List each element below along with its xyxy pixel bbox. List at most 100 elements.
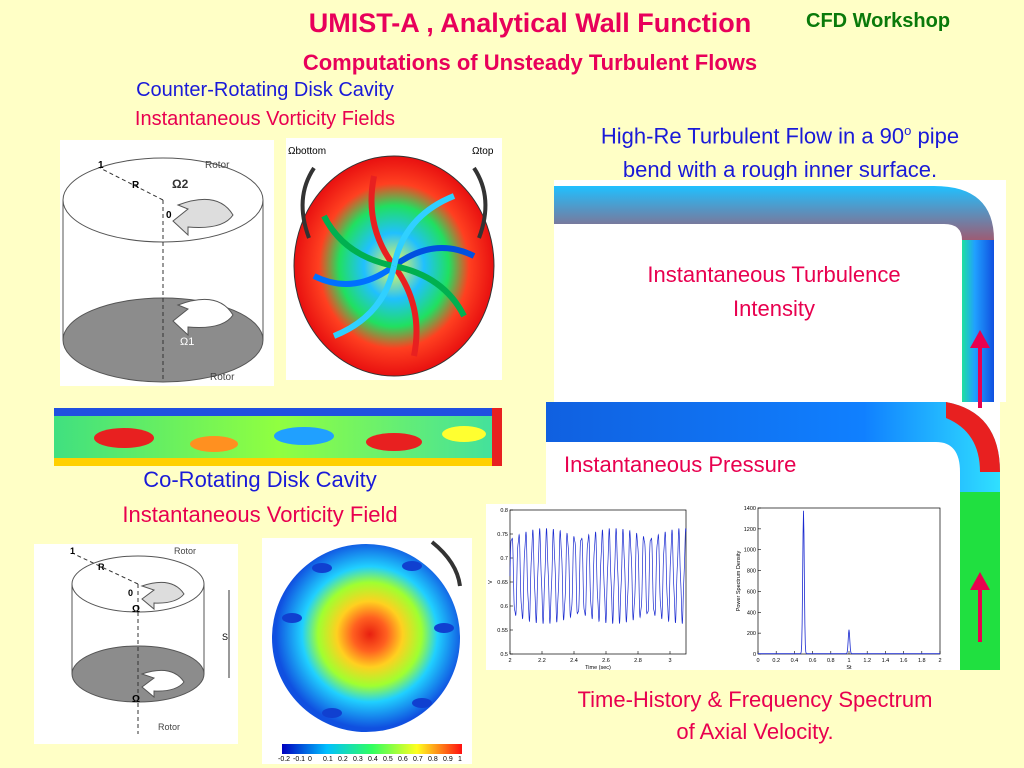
- y-tick-label: 0.8: [500, 508, 508, 514]
- y-tick-label: 400: [747, 610, 756, 616]
- degree-superscript: o: [904, 123, 912, 138]
- pipe-bend-heading: High-Re Turbulent Flow in a 90o pipe ben…: [540, 114, 1020, 187]
- time-history-caption: Time-History & Frequency Spectrum of Axi…: [500, 684, 1010, 748]
- y-tick-label: 0.5: [500, 652, 508, 658]
- pipe-bend-heading-text: High-Re Turbulent Flow in a 90: [600, 123, 905, 149]
- turbulence-intensity-image: Instantaneous Turbulence Intensity: [554, 180, 1006, 402]
- origin-label: 0: [166, 210, 172, 221]
- frequency-spectrum-svg: 0 0.2 0.4 0.6 0.8 1 1.2 1.4 1.6 1.8 2 0 200 400 600 800…: [736, 506, 942, 670]
- turbulence-intensity-line1: Instantaneous Turbulence: [647, 262, 901, 287]
- y-tick-label: 800: [747, 569, 756, 575]
- flow-arrow-icon: [970, 330, 990, 408]
- slide-subtitle: Computations of Unsteady Turbulent Flows: [302, 50, 758, 75]
- y-tick-label: 0.7: [500, 556, 508, 562]
- y-axis-label: Power Spectrum Density: [736, 550, 742, 611]
- x-tick-label: 3: [668, 658, 671, 664]
- x-axis-label: St: [846, 665, 852, 670]
- x-axis-label: Time (sec): [585, 665, 611, 670]
- colorbar-tick: 0.9: [443, 756, 453, 763]
- axial-velocity-series: [509, 528, 687, 624]
- co-rotating-schematic: Rotor Rotor 1 R 0 Ω Ω S: [34, 544, 238, 744]
- co-rotating-heading: Co-Rotating Disk Cavity: [143, 467, 377, 492]
- x-tick-label: 2.2: [538, 658, 546, 664]
- rotor-top-label-2: Rotor: [174, 546, 196, 556]
- workshop-label: CFD Workshop: [806, 10, 951, 32]
- x-tick-label: 1: [847, 658, 850, 664]
- omega-lower-label: Ω: [132, 694, 140, 705]
- counter-rotating-heading: Counter-Rotating Disk Cavity: [136, 79, 394, 101]
- colorbar-tick: 0.2: [338, 756, 348, 763]
- pipe-bend-heading-line2: bend with a rough inner surface.: [622, 157, 938, 183]
- x-tick-label: 2.6: [602, 658, 610, 664]
- radius-label-2: R: [98, 562, 105, 572]
- y-tick-label: 0.75: [497, 532, 508, 538]
- co-rotating-vorticity-image: -0.2 -0.1 0 0.1 0.2 0.3 0.4 0.5 0.6 0.7 0.8 0.9 1: [262, 538, 472, 764]
- y-axis-label: V: [488, 580, 494, 584]
- colorbar-tick: 0: [308, 756, 312, 763]
- co-rotating-strip-image: [54, 408, 502, 466]
- time-history-caption-line2: of Axial Velocity.: [676, 719, 834, 744]
- x-tick-label: 1.2: [863, 658, 871, 664]
- turbulence-intensity-label: Instantaneous Turbulence Intensity: [594, 258, 954, 326]
- y-tick-label: 0.65: [497, 580, 508, 586]
- x-tick-label: 0.6: [809, 658, 817, 664]
- y-tick-label: 0.55: [497, 628, 508, 634]
- colorbar-tick: 0.5: [383, 756, 393, 763]
- colorbar-tick: 0.7: [413, 756, 423, 763]
- y-tick-label: 1400: [744, 506, 756, 512]
- time-history-svg: 2 2.2 2.4 2.6 2.8 3 0.5 0.55 0.6 0.65 0.7 0.75 0.8 Ti…: [488, 508, 687, 670]
- y-tick-label: 200: [747, 631, 756, 637]
- cylinder-diagram: Rotor Rotor 1 R 0 Ω2 Ω1: [62, 157, 264, 383]
- colorbar-ticks: -0.2 -0.1 0 0.1 0.2 0.3 0.4 0.5 0.6 0.7 0.8 0.9 1: [278, 756, 468, 764]
- x-tick-label: 1.4: [882, 658, 890, 664]
- co-rotating-subheading: Instantaneous Vorticity Field: [122, 502, 398, 527]
- colorbar-tick: 0.3: [353, 756, 363, 763]
- rotor-bottom-label: Rotor: [210, 372, 235, 383]
- omega1-label: Ω1: [180, 336, 194, 348]
- colorbar-tick: 0.8: [428, 756, 438, 763]
- radius-one-label-2: 1: [70, 546, 75, 556]
- x-tick-label: 2.4: [570, 658, 578, 664]
- x-tick-label: 2: [938, 658, 941, 664]
- x-tick-label: 1.6: [900, 658, 908, 664]
- radius-one-label: 1: [98, 160, 104, 171]
- slide-title: UMIST-A , Analytical Wall Function: [308, 8, 752, 38]
- y-tick-label: 1200: [744, 527, 756, 533]
- omega2-label: Ω2: [172, 177, 189, 191]
- x-tick-label: 0.2: [772, 658, 780, 664]
- y-tick-label: 0: [753, 652, 756, 658]
- colorbar-tick: 0.6: [398, 756, 408, 763]
- time-history-caption-line1: Time-History & Frequency Spectrum: [577, 687, 933, 712]
- flow-arrow-icon-2: [970, 572, 990, 642]
- x-tick-label: 1.8: [918, 658, 926, 664]
- counter-rotating-vorticity-image: Ωbottom Ωtop: [286, 138, 502, 380]
- counter-rotating-schematic: Rotor Rotor 1 R 0 Ω2 Ω1: [60, 140, 274, 386]
- colorbar-tick: 1: [458, 756, 462, 763]
- pressure-label: Instantaneous Pressure: [564, 452, 797, 477]
- rotor-bottom-label-2: Rotor: [158, 722, 180, 732]
- x-tick-label: 2.8: [634, 658, 642, 664]
- colorbar-tick: 0.1: [323, 756, 333, 763]
- frequency-spectrum-chart: 0 0.2 0.4 0.6 0.8 1 1.2 1.4 1.6 1.8 2 0 200 400 600 800…: [730, 500, 946, 670]
- radius-label: R: [132, 180, 140, 191]
- colorbar-tick: 0.4: [368, 756, 378, 763]
- origin-label-2: 0: [128, 588, 133, 598]
- colorbar-tick: -0.1: [293, 756, 306, 763]
- y-tick-label: 0.6: [500, 604, 508, 610]
- gap-s-label: S: [222, 632, 228, 642]
- y-tick-label: 600: [747, 589, 756, 595]
- omega-label-2: Ω: [132, 604, 140, 615]
- omega-top-label: Ωtop: [472, 146, 494, 157]
- turbulence-intensity-line2: Intensity: [733, 296, 815, 321]
- colorbar-tick: -0.2: [278, 756, 291, 763]
- power-spectrum-series: [758, 510, 940, 655]
- counter-rotating-subheading: Instantaneous Vorticity Fields: [134, 108, 396, 130]
- pipe-bend-heading-after: pipe: [911, 123, 960, 149]
- x-tick-label: 0.8: [827, 658, 835, 664]
- x-tick-label: 2: [508, 658, 511, 664]
- y-tick-label: 1000: [744, 548, 756, 554]
- rotor-top-label: Rotor: [205, 160, 230, 171]
- omega-bottom-label: Ωbottom: [288, 146, 326, 157]
- time-history-chart: 2 2.2 2.4 2.6 2.8 3 0.5 0.55 0.6 0.65 0.7 0.75 0.8 Ti…: [486, 504, 690, 670]
- x-tick-label: 0: [756, 658, 759, 664]
